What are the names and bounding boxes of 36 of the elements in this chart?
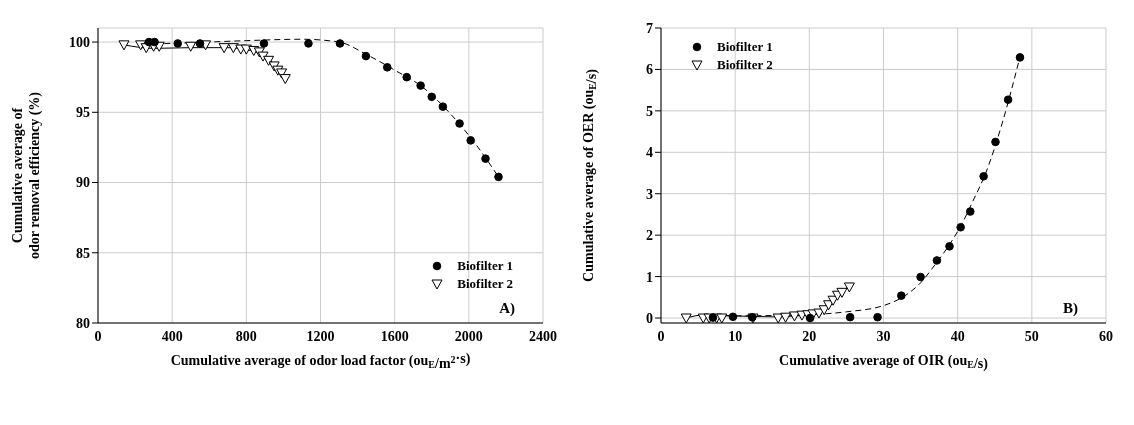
x-tick-label: 0 [657,328,665,344]
x-tick-label: 50 [1024,328,1039,344]
x-tick-label: 2400 [529,328,557,344]
legend-label: Biofilter 2 [717,57,773,73]
x-tick-label: 1200 [306,328,335,344]
x-axis-title: Cumulative average of OIR (ou$_{E}$/s) [779,353,989,372]
y-tick-label: 7 [646,20,653,36]
annotation: A) [499,300,515,317]
x-tick-label: 2000 [454,328,483,344]
x-tick-label: 10 [728,328,743,344]
y-tick-label: 2 [646,228,653,244]
y-tick-label: 3 [646,186,653,202]
y-tick-label: 85 [76,245,90,261]
x-tick-label: 800 [235,328,257,344]
x-tick-label: 40 [950,328,965,344]
legend-label: Biofilter 1 [457,258,513,274]
y-tick-label: 6 [646,62,653,78]
x-tick-label: 20 [802,328,817,344]
x-axis-title: Cumulative average of odor load factor (ou$_{E}$/m$^{2}$·s) [170,351,471,371]
x-tick-label: 30 [876,328,891,344]
y-tick-label: 0 [646,311,653,326]
y-tick-label: 80 [76,315,90,331]
x-tick-label: 1600 [380,328,409,344]
y-axis-title: Cumulative average of odor removal efficiency (%) [10,91,43,260]
y-tick-label: 5 [646,103,653,119]
y-tick-label: 1 [646,269,653,285]
y-tick-label: 4 [646,145,653,161]
x-tick-label: 0 [94,328,102,344]
y-tick-label: 100 [69,35,90,51]
y-tick-label: 95 [76,105,90,121]
legend-label: Biofilter 1 [717,39,773,55]
annotation: B) [1063,300,1078,317]
legend-label: Biofilter 2 [457,276,513,292]
y-tick-label: 90 [76,175,90,191]
x-tick-label: 400 [161,328,183,344]
x-tick-label: 60 [1099,328,1113,344]
